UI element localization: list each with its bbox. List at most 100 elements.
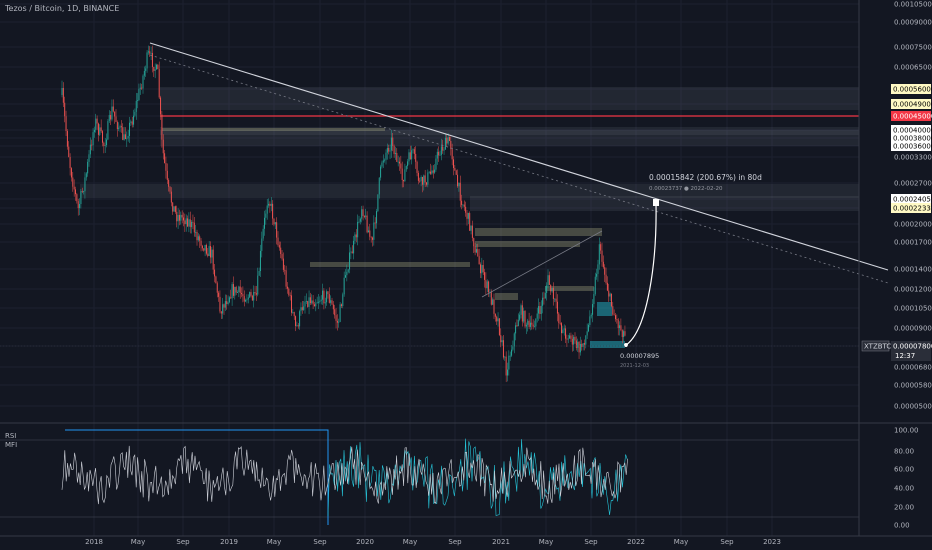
candle-body (585, 335, 587, 345)
candle-body (427, 172, 429, 185)
candle-body (274, 222, 276, 225)
price-candles (61, 45, 626, 383)
candle-body (469, 213, 471, 231)
candle-body (149, 51, 151, 54)
candle-body (61, 88, 63, 95)
candle-body (496, 316, 498, 322)
candle-body (593, 294, 595, 305)
candle-body (447, 137, 449, 144)
candle-body (145, 68, 147, 71)
candle-body (110, 115, 112, 120)
candle-body (565, 328, 567, 339)
candle-body (488, 281, 490, 293)
candle-body (439, 154, 441, 156)
candle-body (84, 177, 86, 192)
candle-body (247, 297, 249, 300)
accumulation-zone (597, 302, 612, 316)
candle-body (150, 52, 152, 54)
candle-body (482, 265, 484, 273)
symbol-ticker: XTZBTC (864, 343, 891, 351)
candle-body (289, 294, 291, 296)
candle-body (384, 159, 386, 161)
candle-body (458, 182, 460, 187)
candle-body (96, 118, 98, 124)
candle-body (257, 275, 259, 295)
candle-body (426, 182, 427, 185)
candle-body (305, 301, 307, 302)
oscillator-tick-label: 0.00 (894, 522, 910, 530)
candle-body (581, 344, 583, 347)
candle-body (129, 122, 130, 136)
candle-body (340, 304, 342, 307)
candle-body (116, 121, 118, 129)
candle-body (291, 295, 292, 313)
candle-body (478, 256, 480, 265)
candle-body (222, 304, 224, 314)
candle-body (570, 335, 572, 339)
candle-body (195, 231, 197, 233)
candle-body (550, 284, 552, 292)
candle-body (428, 171, 430, 173)
candle-body (407, 161, 409, 167)
mfi-label[interactable]: MFI (5, 441, 18, 449)
candle-body (347, 269, 349, 272)
candle-body (345, 275, 346, 278)
symbol-tag: XTZBTC (861, 340, 891, 352)
candle-body (596, 273, 598, 277)
candle-body (536, 313, 538, 319)
candle-body (65, 116, 67, 132)
candle-body (103, 142, 105, 146)
candle-body (156, 64, 157, 70)
candle-body (566, 338, 568, 340)
candle-body (582, 343, 584, 347)
candle-body (484, 272, 486, 280)
candle-body (83, 191, 85, 193)
candle-body (269, 203, 271, 206)
candle-body (583, 343, 585, 345)
candle-body (624, 331, 626, 336)
candle-body (137, 100, 139, 101)
candle-body (586, 331, 588, 336)
candle-body (73, 186, 75, 190)
price-tag: 0.00024055 (891, 194, 932, 204)
price-tag-bg (891, 141, 931, 151)
candle-body (551, 287, 553, 292)
candle-body (231, 284, 233, 299)
candle-body (123, 134, 125, 140)
candle-body (88, 154, 90, 162)
candle-body (147, 51, 149, 53)
measure-change-label: 0.00015842 (200.67%) in 80d (649, 173, 762, 182)
price-tag-label: 0.00022331 (893, 205, 932, 213)
candle-body (392, 137, 394, 146)
time-axis-label: 2020 (356, 538, 374, 546)
candle-body (529, 322, 531, 327)
candle-body (139, 87, 141, 89)
candle-body (135, 100, 137, 112)
rsi-label[interactable]: RSI (5, 432, 17, 440)
candle-body (178, 214, 180, 221)
candle-body (79, 204, 81, 209)
candle-body (413, 149, 415, 154)
candle-body (308, 297, 310, 307)
candle-body (212, 249, 214, 270)
candle-body (188, 219, 190, 227)
candle-body (89, 144, 91, 155)
candle-body (463, 204, 465, 207)
candle-body (602, 261, 604, 268)
candle-body (365, 215, 367, 217)
candle-body (421, 176, 423, 185)
candle-body (216, 283, 218, 293)
candle-body (336, 320, 338, 323)
candle-body (459, 182, 461, 201)
time-axis-label: 2022 (627, 538, 645, 546)
candle-body (623, 331, 625, 337)
liquidity-zone (475, 228, 602, 236)
mfi-line (327, 438, 628, 517)
candle-body (542, 297, 544, 306)
candle-body (528, 320, 530, 327)
candle-body (361, 209, 363, 219)
candle-body (509, 355, 511, 357)
